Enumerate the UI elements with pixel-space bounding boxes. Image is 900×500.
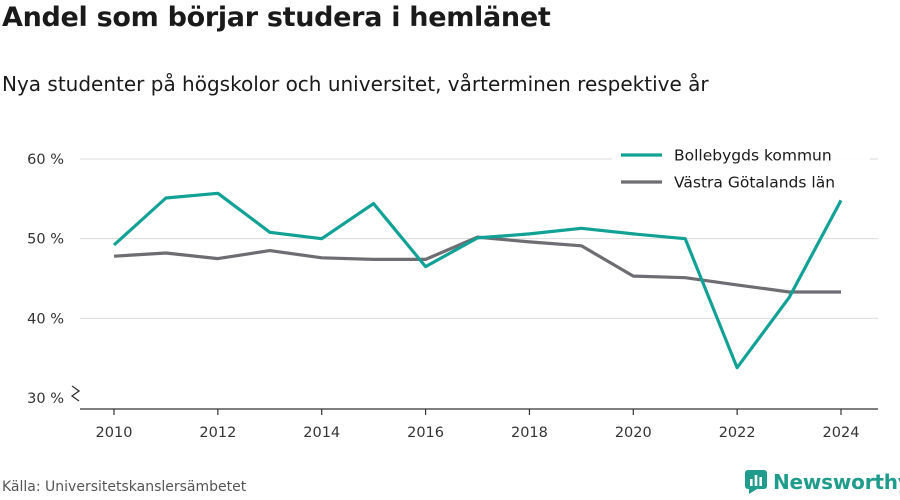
x-tick-label: 2024 <box>823 425 860 441</box>
line-chart: 30 % 40 % 50 % 60 % 2010 2012 2014 2016 2018 202… <box>27 141 878 441</box>
axis-break-icon <box>70 385 81 402</box>
legend-label: Västra Götalands län <box>674 174 835 192</box>
y-tick-label: 40 % <box>27 311 64 327</box>
series-line-bollebygd <box>112 191 843 370</box>
x-tick-label: 2016 <box>407 425 444 441</box>
chart-title: Andel som börjar studera i hemlänet <box>2 2 551 33</box>
brand-name: Newsworthy <box>773 470 900 494</box>
source-note: Källa: Universitetskanslersämbetet <box>2 479 247 495</box>
x-tick-label: 2018 <box>511 425 548 441</box>
newsworthy-logo: Newsworthy <box>745 467 900 497</box>
x-tick-label: 2022 <box>719 425 756 441</box>
y-tick-label: 30 % <box>27 391 64 407</box>
legend: Bollebygds kommun Västra Götalands län <box>612 141 870 196</box>
x-tick-label: 2012 <box>199 425 236 441</box>
y-tick-label: 60 % <box>27 152 64 168</box>
y-axis-ticks: 30 % 40 % 50 % 60 % <box>27 152 81 407</box>
series-lines <box>112 191 843 370</box>
x-tick-label: 2014 <box>303 425 340 441</box>
legend-label: Bollebygds kommun <box>674 147 832 165</box>
x-axis: 2010 2012 2014 2016 2018 2020 2022 2024 <box>80 408 878 441</box>
series-line-vastra-gotaland <box>113 235 841 294</box>
x-tick-label: 2010 <box>96 425 133 441</box>
x-tick-label: 2020 <box>615 425 652 441</box>
legend-background <box>612 141 870 196</box>
chart-subtitle: Nya studenter på högskolor och universit… <box>2 72 709 96</box>
newsworthy-logo-icon <box>745 470 767 494</box>
y-tick-label: 50 % <box>27 232 64 248</box>
